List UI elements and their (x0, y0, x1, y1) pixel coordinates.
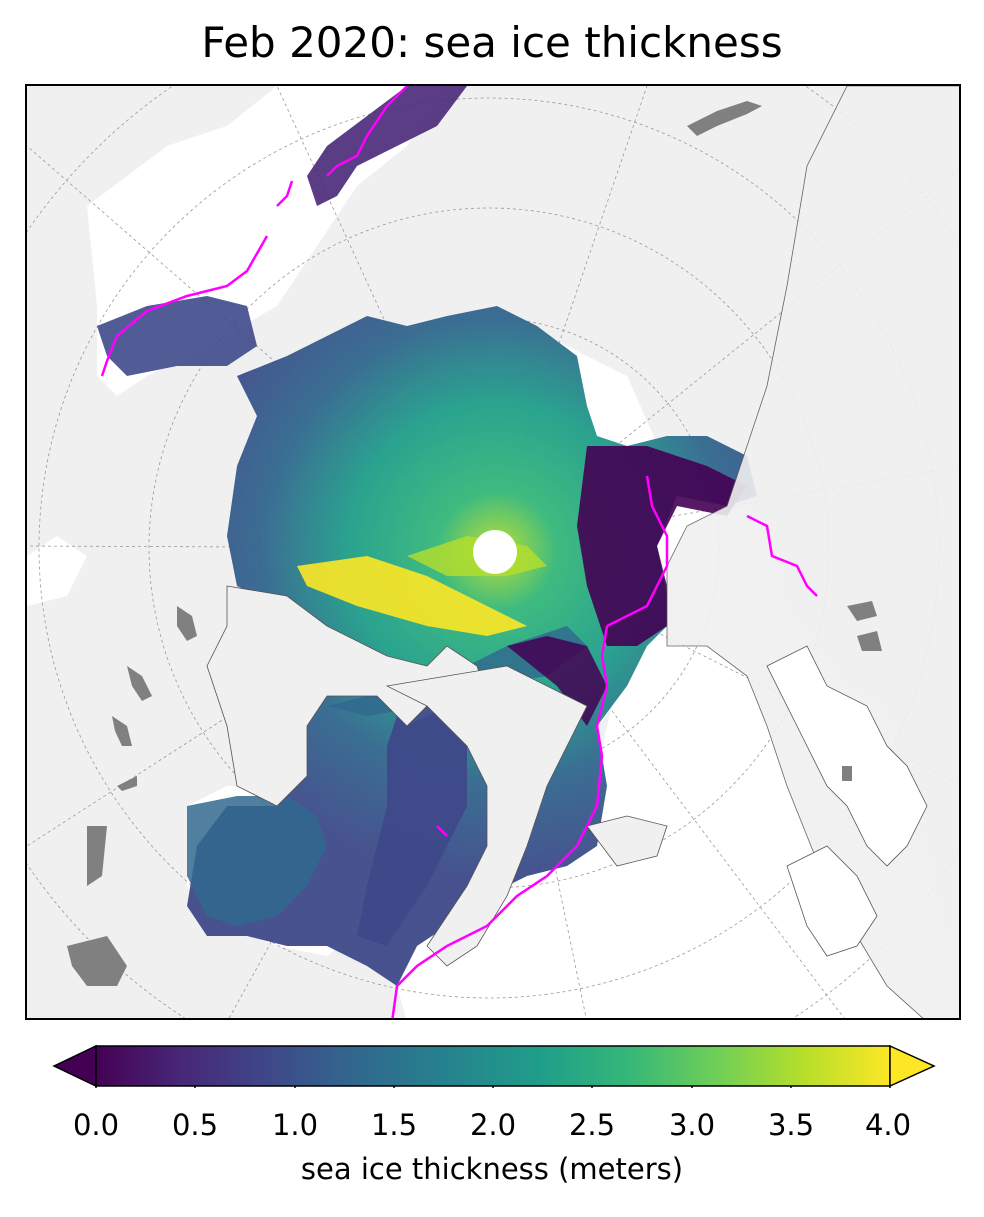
colorbar-tick-label: 1.0 (271, 1108, 319, 1142)
colorbar-tick-label: 3.5 (767, 1108, 815, 1142)
colorbar-ticks (95, 1086, 891, 1088)
colorbar-tick-label: 0.5 (171, 1108, 219, 1142)
pole-hole (473, 530, 517, 574)
colorbar-tick-label: 3.0 (668, 1108, 716, 1142)
ice-edge-contour (100, 86, 818, 1018)
map-canvas (27, 86, 959, 1018)
colorbar-tick-label: 2.5 (568, 1108, 616, 1142)
map-panel (25, 84, 961, 1020)
colorbar-label: sea ice thickness (meters) (300, 1152, 684, 1186)
colorbar-graphic (52, 1044, 936, 1088)
lakes (67, 101, 882, 986)
colorbar-tick-label: 2.0 (469, 1108, 517, 1142)
colorbar-ramp (95, 1045, 891, 1087)
colorbar-extend-max (889, 1044, 936, 1088)
map-title: Feb 2020: sea ice thickness (201, 18, 783, 67)
colorbar-tick-label: 1.5 (370, 1108, 418, 1142)
colorbar-tick-label: 0.0 (72, 1108, 120, 1142)
colorbar-extend-min (52, 1044, 97, 1088)
sea-ice-field (97, 86, 757, 986)
colorbar-tick-label: 4.0 (864, 1108, 912, 1142)
land (206, 86, 959, 1018)
colorbar (52, 1044, 936, 1088)
